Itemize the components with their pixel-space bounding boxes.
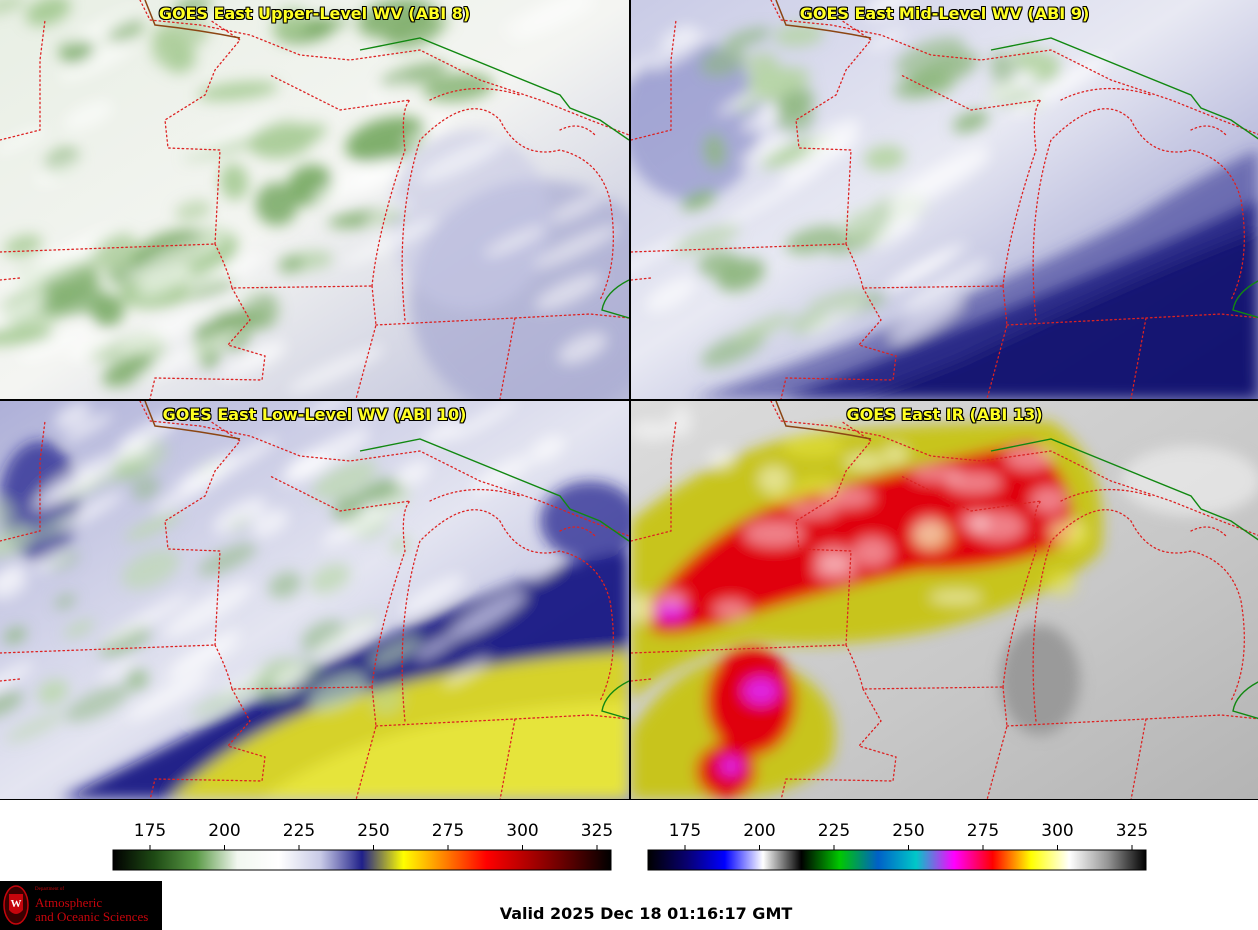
colorbar-wv: 175 200 225 250 275 300 325 xyxy=(110,812,620,874)
panel-mid-wv: GOES East Mid-Level WV (ABI 9) xyxy=(631,0,1258,399)
uw-aos-logo: W Department of Atmospheric and Oceanic … xyxy=(0,881,162,930)
colorbar-tick-label: 300 xyxy=(506,821,538,841)
colorbar-ir: 175 200 225 250 275 300 325 xyxy=(645,812,1155,874)
state-borders xyxy=(631,401,1258,799)
uw-crest-icon: W xyxy=(3,885,29,925)
colorbar-tick-label: 300 xyxy=(1041,821,1073,841)
satellite-imagery xyxy=(631,401,1258,799)
panel-divider-horizontal xyxy=(0,399,1258,401)
colorbar-tick-label: 225 xyxy=(818,821,850,841)
colorbar-tick-label: 325 xyxy=(1116,821,1148,841)
colorbar-tick-label: 325 xyxy=(581,821,613,841)
panel-upper-wv: GOES East Upper-Level WV (ABI 8) xyxy=(0,0,629,399)
colorbar-tick-label: 250 xyxy=(357,821,389,841)
colorbar-tick-label: 275 xyxy=(967,821,999,841)
colorbar-gradient xyxy=(112,849,612,871)
logo-line-1: Department of xyxy=(35,887,65,892)
panel-bottom-border xyxy=(0,799,1258,800)
satellite-imagery xyxy=(0,401,629,799)
colorbar-tick-label: 250 xyxy=(892,821,924,841)
colorbar-tick-label: 175 xyxy=(134,821,166,841)
state-borders xyxy=(631,0,1258,399)
colorbar-tick-label: 175 xyxy=(669,821,701,841)
valid-time: Valid 2025 Dec 18 01:16:17 GMT xyxy=(499,904,793,923)
panel-low-wv: GOES East Low-Level WV (ABI 10) xyxy=(0,401,629,799)
state-borders xyxy=(0,401,629,799)
colorbar-tick-label: 200 xyxy=(208,821,240,841)
satellite-imagery xyxy=(0,0,629,399)
panel-ir: GOES East IR (ABI 13) xyxy=(631,401,1258,799)
svg-text:W: W xyxy=(11,898,22,910)
logo-line-3: and Oceanic Sciences xyxy=(35,909,149,924)
logo-line-2: Atmospheric xyxy=(35,895,103,910)
satellite-imagery xyxy=(631,0,1258,399)
colorbar-tick-label: 275 xyxy=(432,821,464,841)
state-borders xyxy=(0,0,629,399)
colorbar-tick-label: 200 xyxy=(743,821,775,841)
colorbar-gradient xyxy=(647,849,1147,871)
colorbar-tick-label: 225 xyxy=(283,821,315,841)
